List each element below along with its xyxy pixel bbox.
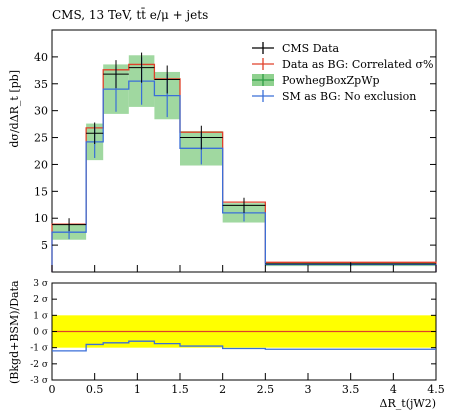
- xtick-label-4: 2: [219, 383, 226, 396]
- xtick-label-8: 4: [390, 383, 397, 396]
- legend-label-1: Data as BG: Correlated σ%: [282, 58, 433, 71]
- main-ytick-label-5: 5: [41, 239, 48, 252]
- legend-label-2: PowhegBoxZpWp: [282, 74, 380, 87]
- main-y-axis-label: dσ/dΔR_t [pb]: [8, 70, 21, 148]
- xtick-label-1: 0.5: [86, 383, 104, 396]
- xtick-label-7: 3.5: [342, 383, 360, 396]
- legend: CMS Data Data as BG: Correlated σ% PowhegB…: [252, 42, 433, 103]
- ratio-lines: [52, 330, 436, 352]
- ratio-y-axis-label: (Bkgd+BSM)/Data: [8, 280, 21, 384]
- main-ytick-label-30: 30: [34, 105, 48, 118]
- ratio-line-1: [52, 340, 436, 352]
- main-plot-frame: [51, 29, 437, 273]
- legend-label-0: CMS Data: [282, 42, 340, 55]
- data-points: [52, 52, 436, 266]
- main-ytick-label-20: 20: [34, 158, 48, 171]
- ratio-ytick-label-2: 1 σ: [33, 311, 48, 321]
- chart-title: CMS, 13 TeV, tt̄ e/μ + jets: [52, 6, 208, 22]
- main-ytick-label-10: 10: [34, 212, 48, 225]
- xtick-label-0: 0: [49, 383, 56, 396]
- ratio-y-axis: 3 σ 2 σ 1 σ 0 σ -1 σ -2 σ -3 σ: [30, 279, 436, 386]
- ratio-ytick-label-6: -3 σ: [30, 376, 48, 386]
- legend-label-3: SM as BG: No exclusion: [282, 90, 416, 103]
- xtick-label-9: 4.5: [427, 383, 445, 396]
- main-y-axis: 5 10 15 20 25 30 35 40: [34, 51, 436, 252]
- ratio-ytick-label-0: 3 σ: [33, 279, 48, 289]
- main-ytick-label-25: 25: [34, 132, 48, 145]
- xtick-label-5: 2.5: [257, 383, 275, 396]
- ratio-ytick-label-5: -2 σ: [30, 360, 48, 370]
- xtick-label-6: 3: [305, 383, 312, 396]
- xtick-label-3: 1.5: [171, 383, 189, 396]
- main-ytick-label-35: 35: [34, 78, 48, 91]
- main-plot-panel: [51, 29, 437, 273]
- ratio-ytick-label-3: 0 σ: [33, 328, 48, 338]
- x-axis-label: ΔR_t(jW2): [380, 397, 436, 410]
- main-ytick-label-40: 40: [34, 51, 48, 64]
- main-ytick-label-15: 15: [34, 185, 48, 198]
- ratio-ytick-label-4: -1 σ: [30, 344, 48, 354]
- xtick-label-2: 1: [134, 383, 141, 396]
- sm-as-bg-line: [51, 80, 437, 272]
- ratio-ytick-label-1: 2 σ: [33, 295, 48, 305]
- x-axis: 0 0.5 1 1.5 2 2.5 3 3.5 4 4.5: [49, 265, 445, 396]
